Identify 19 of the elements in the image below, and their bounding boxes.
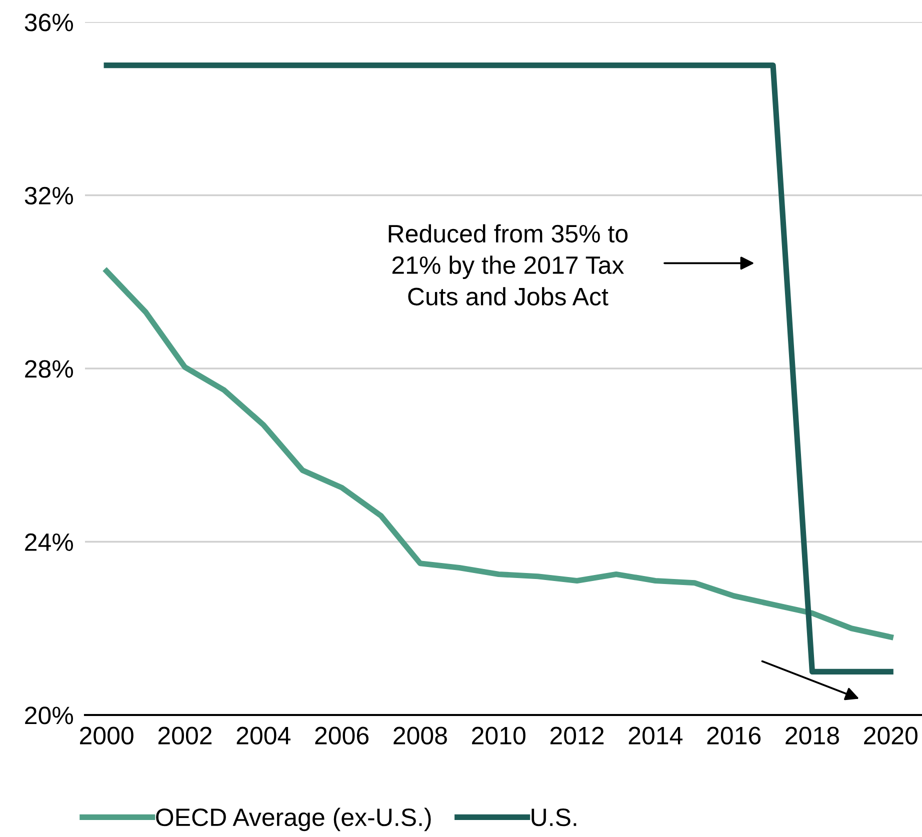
x-tick-label: 2004 — [236, 726, 290, 744]
x-tick-label: 2000 — [80, 726, 134, 744]
legend-label: U.S. — [532, 808, 576, 826]
x-tick-label: 2016 — [707, 726, 761, 744]
x-tick-label: 2002 — [158, 726, 212, 744]
x-tick-label: 2012 — [550, 726, 604, 744]
x-tick-label: 2010 — [472, 726, 526, 744]
y-tick-label: 28% — [25, 360, 73, 378]
x-tick-label: 2018 — [786, 726, 839, 744]
y-tick-label: 24% — [25, 533, 73, 551]
y-tick-label: 36% — [24, 14, 73, 32]
annotation: Reduced from 35% to 21% by the 2017 Tax Cuts and Jobs Act — [388, 224, 628, 306]
y-tick-label: 32% — [24, 186, 73, 205]
x-tick-label: 2006 — [315, 726, 368, 744]
y-tick-label: 20% — [25, 706, 73, 724]
x-tick-label: 2020 — [864, 726, 918, 744]
x-tick-label: 2014 — [628, 726, 682, 744]
legend-label: OECD Average (ex-U.S.) — [156, 808, 431, 832]
x-tick-label: 2008 — [394, 726, 447, 744]
